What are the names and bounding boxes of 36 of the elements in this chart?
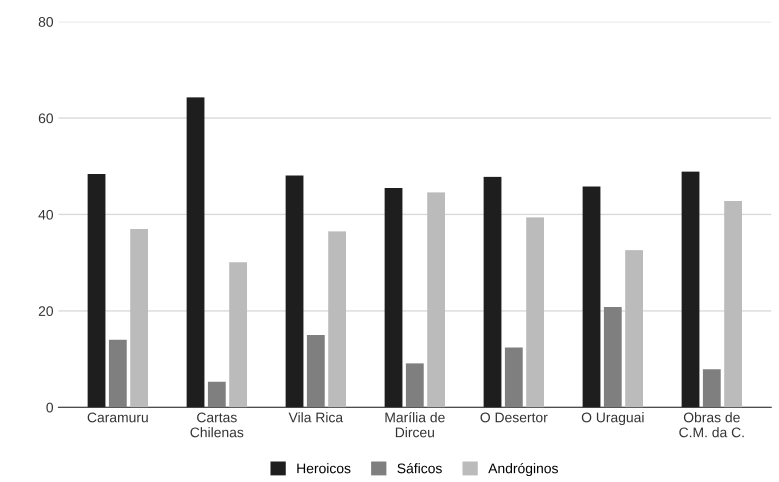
bar bbox=[108, 340, 127, 408]
bar bbox=[384, 188, 402, 408]
bar bbox=[724, 200, 742, 408]
bar bbox=[582, 186, 600, 408]
legend-label: Sáficos bbox=[397, 462, 442, 474]
bar bbox=[504, 348, 523, 408]
bar bbox=[604, 307, 622, 408]
legend-label: Andróginos bbox=[488, 462, 558, 476]
x-tick-label: Marília de Dirceu bbox=[385, 412, 445, 438]
x-tick-label: Obras de C.M. da C. bbox=[679, 412, 744, 438]
x-tick-label: O Uraguai bbox=[582, 412, 644, 426]
y-tick-label: 80 bbox=[38, 17, 54, 27]
bar bbox=[484, 176, 502, 408]
bar bbox=[88, 174, 106, 408]
bar bbox=[526, 217, 544, 408]
bar bbox=[702, 369, 721, 408]
bar bbox=[682, 172, 700, 408]
bar bbox=[130, 228, 148, 408]
y-tick-label: 0 bbox=[46, 402, 54, 412]
bar bbox=[286, 175, 304, 408]
bar bbox=[208, 382, 226, 408]
x-tick-label: Caramuru bbox=[88, 412, 148, 422]
x-tick-label: O Desertor bbox=[480, 412, 548, 422]
y-tick-label: 20 bbox=[38, 306, 54, 316]
y-tick-label: 60 bbox=[38, 113, 54, 124]
bar bbox=[406, 363, 424, 408]
bar bbox=[427, 192, 446, 408]
bar bbox=[186, 97, 204, 408]
bar bbox=[328, 231, 346, 408]
bar bbox=[306, 334, 325, 408]
x-tick-label: Cartas Chilenas bbox=[190, 412, 244, 438]
bar bbox=[625, 250, 644, 408]
bar bbox=[229, 262, 248, 408]
y-tick-label: 40 bbox=[38, 210, 54, 220]
x-tick-label: Vila Rica bbox=[288, 412, 344, 422]
legend-label: Heroicos bbox=[297, 463, 350, 474]
